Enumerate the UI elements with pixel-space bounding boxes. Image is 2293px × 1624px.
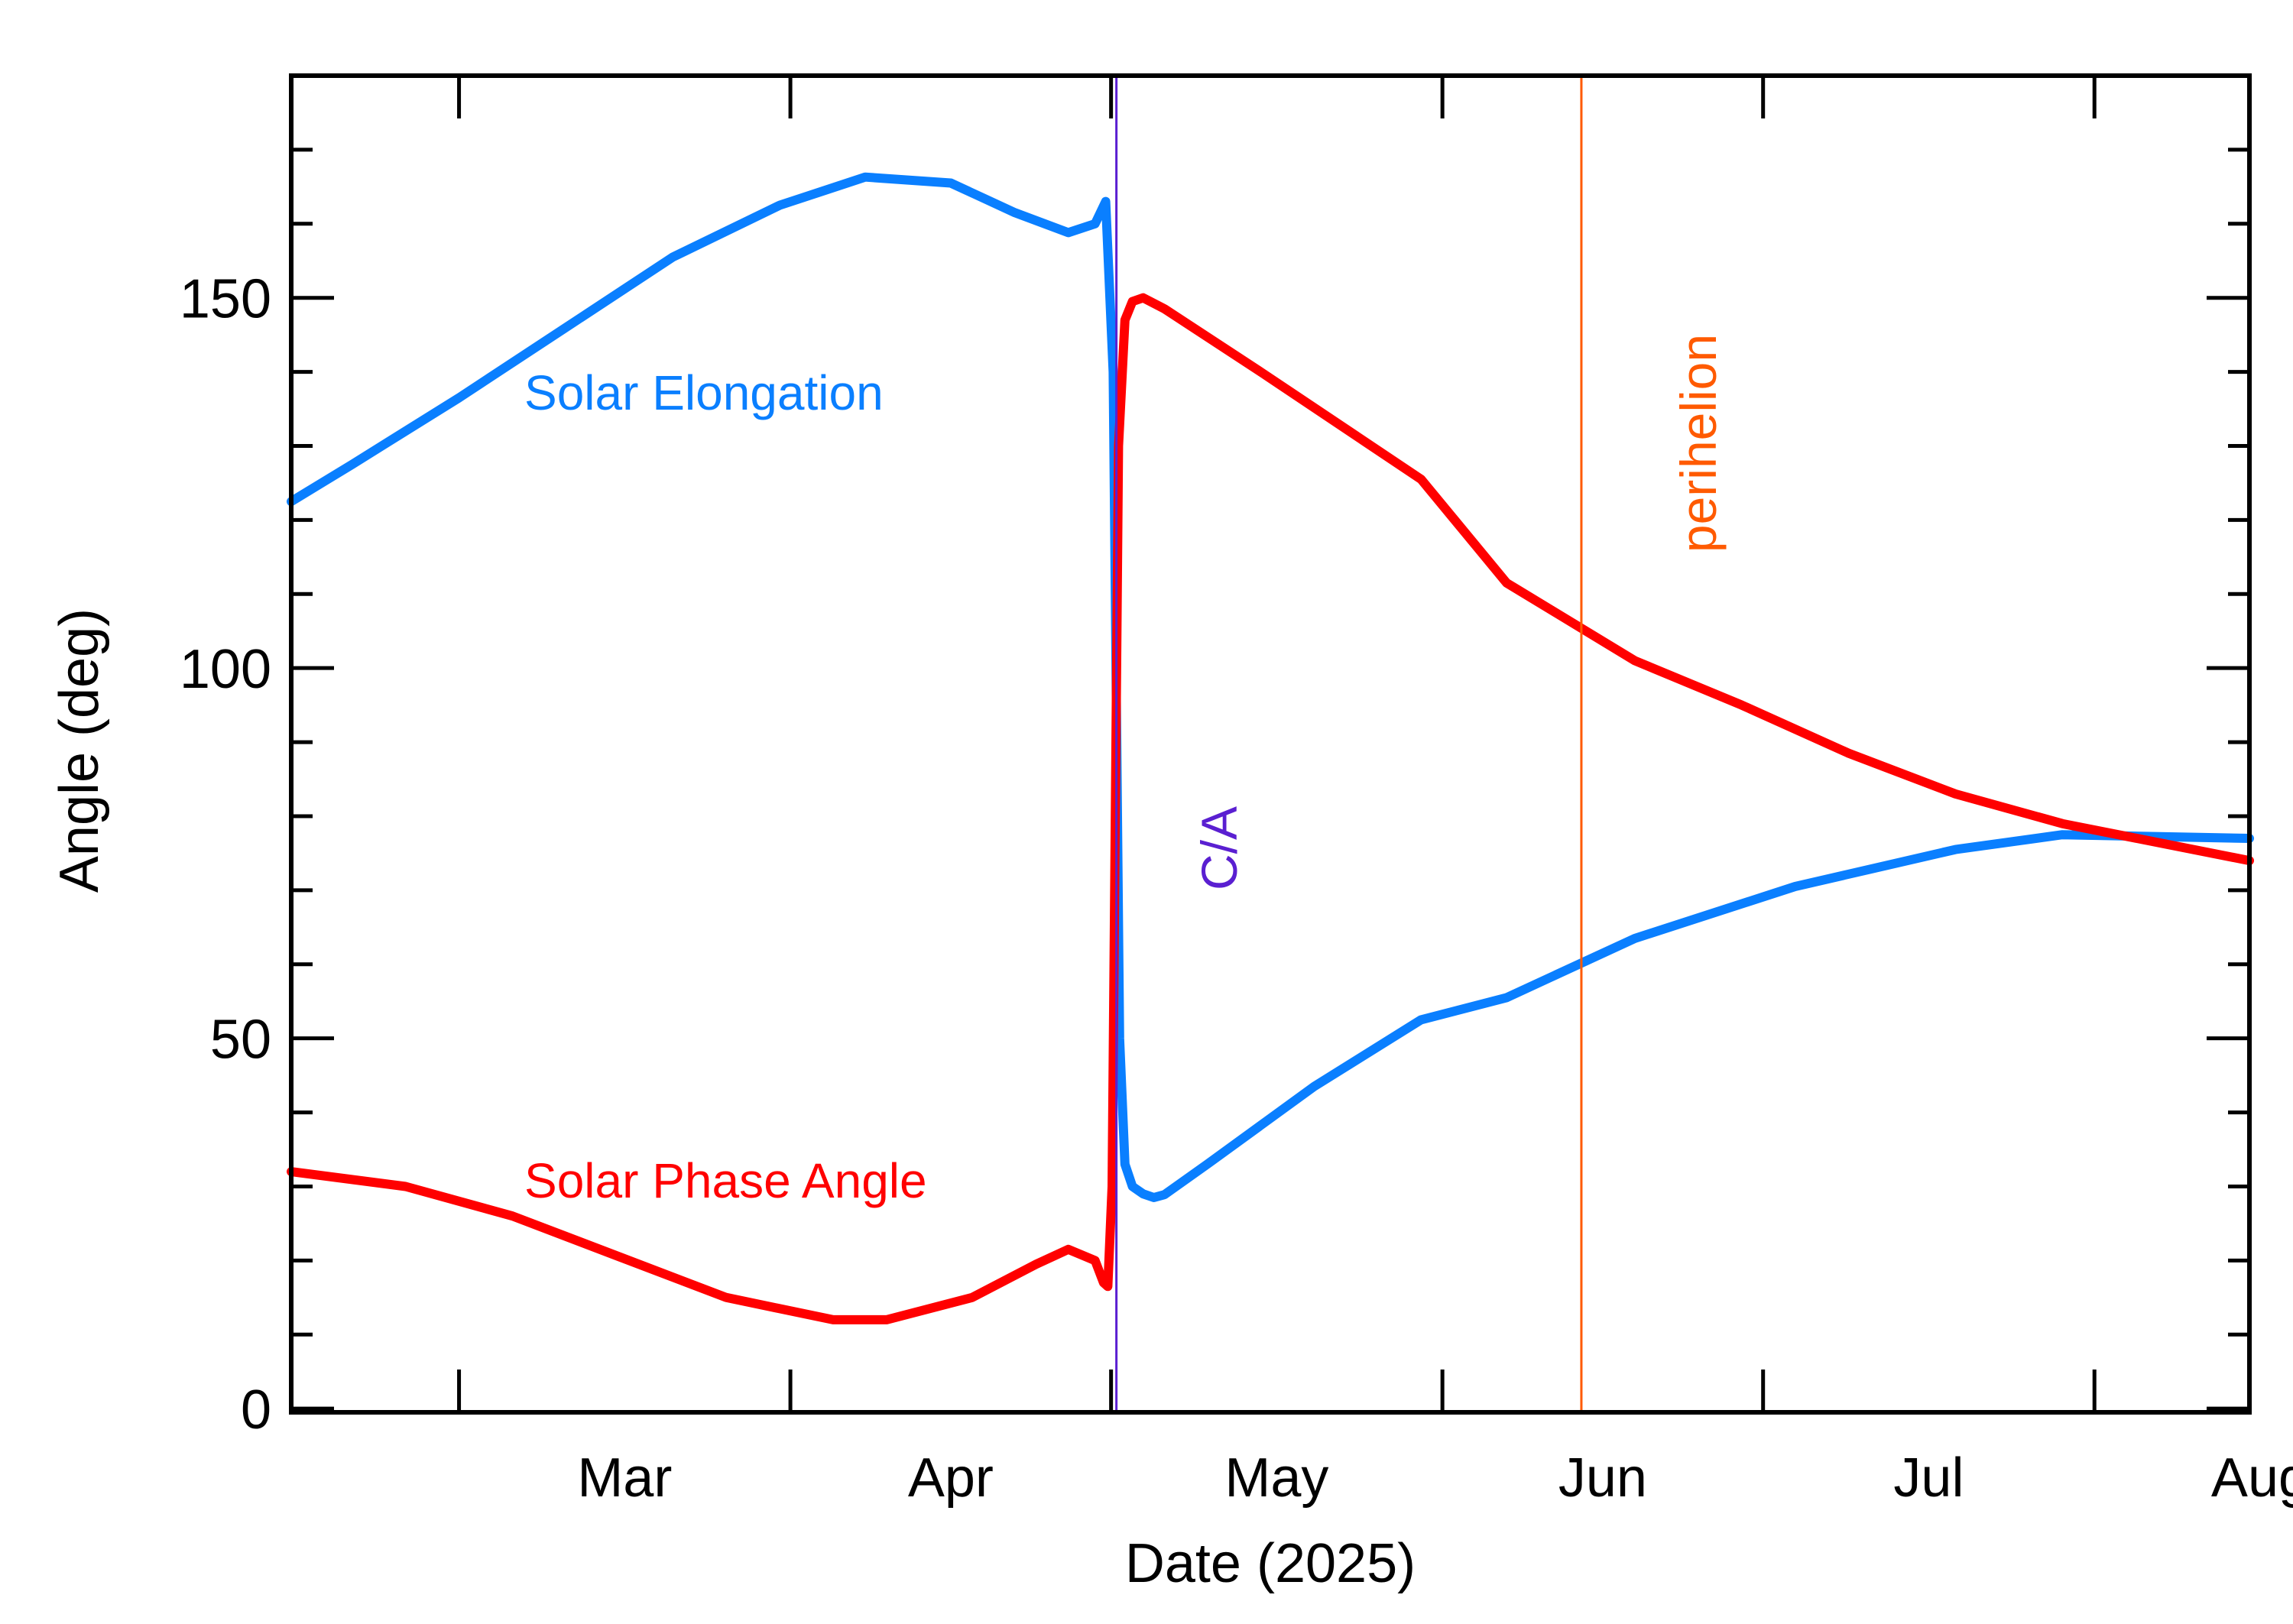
tick-layer: 0 50 100 150 Mar Apr May Jun Jul Aug (180, 76, 2293, 1509)
y-tick-label: 50 (210, 1010, 271, 1071)
x-tick-label-jun: Jun (1558, 1447, 1647, 1509)
x-axis-title: Date (2025) (1125, 1533, 1416, 1594)
y-axis-title: Angle (deg) (49, 608, 110, 893)
y-tick-label: 0 (241, 1379, 271, 1441)
series-label-solar-phase-angle: Solar Phase Angle (524, 1153, 927, 1208)
x-tick-label-may: May (1224, 1447, 1328, 1509)
x-tick-label-mar: Mar (577, 1447, 672, 1509)
series-label-solar-elongation: Solar Elongation (524, 365, 884, 420)
x-tick-label-aug: Aug (2211, 1447, 2293, 1509)
x-tick-label-apr: Apr (908, 1447, 994, 1509)
plot-frame (289, 73, 2252, 1415)
x-tick-label-jul: Jul (1893, 1447, 1964, 1509)
series-line-solar-elongation (287, 172, 2254, 1202)
y-tick-label: 150 (180, 269, 271, 330)
marker-layer (1115, 76, 1583, 1412)
y-tick-label: 100 (180, 639, 271, 700)
marker-label-ca: C/A (1191, 806, 1247, 890)
marker-label-perihelion: perihelion (1670, 334, 1727, 553)
